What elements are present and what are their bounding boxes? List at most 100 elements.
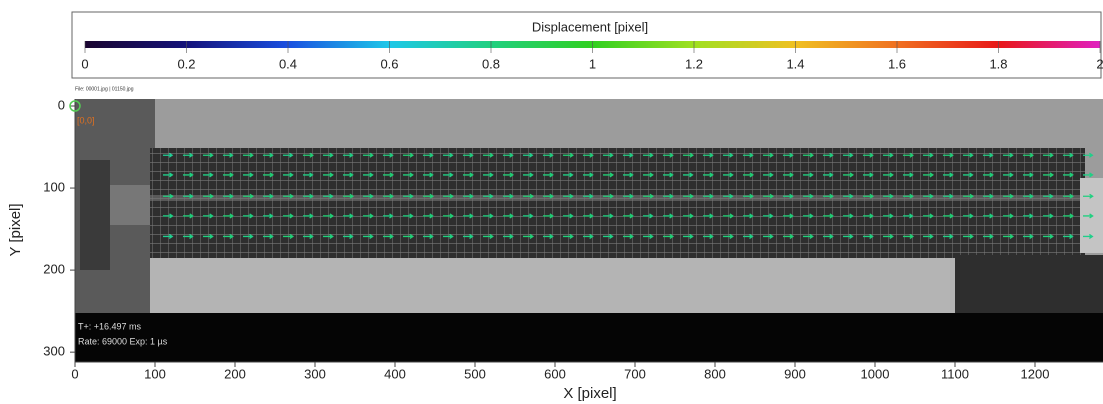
vector-arrow (283, 233, 295, 240)
vector-arrow (823, 172, 834, 178)
vector-arrow (443, 213, 455, 219)
time-label: T+: +16.497 ms (78, 321, 142, 331)
vector-arrow (783, 193, 794, 199)
vector-arrow (643, 172, 654, 178)
vector-arrow (323, 233, 334, 240)
vector-arrow (1003, 213, 1014, 219)
origin-label: [0,0] (77, 115, 95, 125)
vector-arrow (643, 233, 654, 240)
x-tick-label: 500 (464, 366, 486, 381)
vector-arrow (743, 213, 754, 219)
x-tick-label: 1200 (1021, 366, 1050, 381)
vector-arrow (323, 193, 334, 199)
vector-arrow (563, 172, 574, 178)
vector-arrow (923, 193, 934, 199)
vector-arrow (323, 172, 334, 178)
vector-arrow (343, 152, 354, 158)
colorbar-tick-label: 0 (81, 56, 88, 71)
vector-arrow (503, 152, 514, 158)
vector-arrow (883, 172, 894, 178)
vector-arrow (703, 213, 714, 219)
vector-arrow (983, 213, 994, 219)
y-tick-label: 300 (43, 344, 65, 359)
vector-arrow (1063, 152, 1074, 158)
vector-arrow (883, 193, 894, 199)
vector-arrow (203, 233, 214, 240)
vector-arrow (603, 233, 614, 240)
vector-arrow (903, 172, 914, 178)
vector-arrow (523, 213, 534, 219)
vector-arrow (383, 213, 394, 219)
vector-arrow (463, 233, 474, 240)
vector-field (163, 152, 1094, 240)
vector-arrow (583, 152, 594, 158)
x-tick-label: 100 (144, 366, 166, 381)
vector-arrow (343, 172, 354, 178)
vector-arrow (603, 152, 614, 158)
vector-arrow (963, 152, 974, 158)
vector-arrow (323, 152, 334, 158)
y-tick-label: 0 (58, 97, 65, 112)
vector-arrow (543, 152, 554, 158)
vector-arrow (543, 233, 554, 240)
colorbar-tick-label: 1.8 (989, 56, 1007, 71)
vector-arrow (643, 152, 654, 158)
vector-arrow (1063, 233, 1074, 240)
x-tick-label: 200 (224, 366, 246, 381)
vector-arrow (423, 193, 435, 199)
vector-arrow (743, 172, 755, 178)
vector-arrow (1023, 213, 1034, 219)
vector-arrow (963, 213, 974, 219)
x-tick-label: 1000 (861, 366, 890, 381)
vector-arrow (403, 152, 415, 158)
vector-arrow (443, 233, 454, 240)
vector-arrow (403, 172, 414, 178)
vector-arrow (483, 233, 494, 240)
vector-arrow (1023, 233, 1034, 240)
vector-arrow (1043, 152, 1054, 158)
vector-arrow (623, 193, 634, 199)
vector-arrow (243, 172, 254, 178)
vector-arrow (1063, 172, 1074, 178)
vector-arrow (163, 213, 174, 219)
x-tick-label: 300 (304, 366, 326, 381)
vector-arrow (223, 213, 235, 219)
vector-arrow (283, 213, 294, 219)
vector-arrow (763, 233, 774, 240)
vector-arrow (863, 233, 874, 240)
vector-arrow (1043, 172, 1055, 178)
vector-arrow (663, 152, 674, 158)
vector-arrow (763, 213, 774, 219)
vector-arrow (943, 152, 954, 158)
vector-arrow (383, 193, 394, 199)
vector-arrow (923, 213, 934, 219)
vector-arrow (183, 213, 194, 219)
x-tick-label: 800 (704, 366, 726, 381)
vector-arrow (483, 152, 494, 158)
vector-arrow (703, 233, 714, 240)
vector-arrow (723, 213, 735, 219)
vector-arrow (803, 193, 814, 199)
vector-arrow (423, 152, 434, 158)
vector-arrow (563, 152, 575, 158)
vector-arrow (443, 172, 454, 178)
vector-arrow (423, 233, 434, 240)
vector-arrow (883, 213, 894, 219)
vector-arrow (363, 152, 374, 158)
vector-arrow (943, 213, 955, 219)
vector-arrow (363, 213, 374, 219)
vector-arrow (163, 152, 174, 158)
vector-arrow (863, 152, 874, 158)
colorbar-tick-label: 0.6 (380, 56, 398, 71)
vector-arrow (943, 233, 954, 240)
vector-arrow (683, 152, 695, 158)
vector-arrow (263, 233, 274, 240)
vector-arrow (543, 213, 555, 219)
vector-arrow (1043, 193, 1054, 199)
vector-arrow (583, 213, 594, 219)
vector-arrow (223, 172, 234, 178)
vector-arrow (223, 193, 234, 199)
vector-arrow (183, 193, 194, 199)
vector-arrow (163, 172, 174, 178)
vector-arrow (463, 193, 474, 199)
